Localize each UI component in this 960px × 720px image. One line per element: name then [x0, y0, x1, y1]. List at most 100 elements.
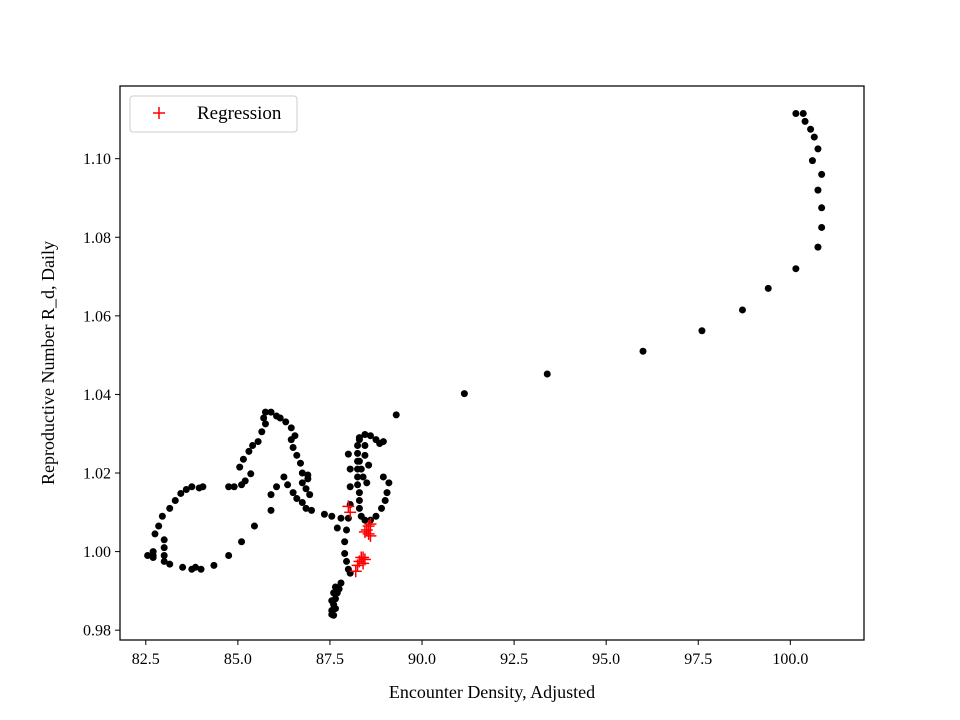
- data-point: [814, 186, 822, 194]
- data-point: [355, 489, 363, 497]
- legend-box: [129, 95, 298, 133]
- data-point: [247, 470, 255, 478]
- data-point: [330, 589, 338, 597]
- y-tick-label: 1.06: [83, 308, 111, 325]
- x-tick-label: 95.0: [592, 651, 620, 668]
- data-point: [261, 408, 269, 416]
- regression-point: [344, 506, 357, 519]
- data-point: [361, 516, 369, 524]
- data-point: [302, 485, 310, 493]
- data-point: [239, 455, 247, 463]
- data-point: [293, 451, 301, 459]
- data-point: [308, 506, 316, 514]
- data-point: [381, 497, 389, 505]
- data-point: [254, 438, 262, 446]
- data-point: [188, 483, 196, 491]
- data-point: [160, 557, 168, 565]
- data-point: [331, 605, 339, 613]
- data-point: [808, 157, 816, 165]
- data-point: [379, 473, 387, 481]
- data-point: [354, 473, 362, 481]
- data-point: [355, 457, 363, 465]
- data-point: [282, 418, 290, 426]
- data-point: [306, 491, 314, 499]
- data-point: [383, 489, 391, 497]
- data-point: [149, 548, 157, 556]
- data-point: [814, 145, 822, 153]
- data-point: [179, 563, 187, 571]
- data-point: [177, 489, 185, 497]
- x-tick-label: 82.5: [132, 651, 160, 668]
- data-point: [249, 442, 257, 450]
- data-point: [276, 414, 284, 422]
- x-tick-label: 90.0: [408, 651, 436, 668]
- data-point: [302, 504, 310, 512]
- data-point: [328, 597, 336, 605]
- data-point: [158, 512, 166, 520]
- data-point: [818, 170, 826, 178]
- data-point: [199, 483, 207, 491]
- data-point: [260, 414, 268, 422]
- data-point: [346, 483, 354, 491]
- data-point: [296, 459, 304, 467]
- y-tick-label: 1.02: [83, 466, 111, 483]
- data-point: [337, 514, 345, 522]
- x-tick-label: 85.0: [224, 651, 252, 668]
- data-point: [799, 110, 807, 118]
- regression-point: [362, 527, 375, 540]
- data-point: [764, 284, 772, 292]
- data-point: [267, 506, 275, 514]
- legend: Regression: [129, 95, 298, 133]
- data-point: [354, 481, 362, 489]
- data-point: [328, 512, 336, 520]
- data-point: [818, 223, 826, 231]
- data-point: [261, 420, 269, 428]
- data-point: [344, 450, 352, 458]
- data-point: [267, 408, 275, 416]
- data-point: [293, 495, 301, 503]
- data-point: [166, 504, 174, 512]
- x-axis-label: Encounter Density, Adjusted: [389, 682, 595, 702]
- x-tick-label: 87.5: [316, 651, 344, 668]
- data-point: [366, 432, 374, 440]
- data-point: [355, 504, 363, 512]
- data-point: [807, 125, 815, 133]
- plot-area: [144, 110, 826, 619]
- data-point: [287, 436, 295, 444]
- data-point: [284, 481, 292, 489]
- data-point: [801, 117, 809, 125]
- regression-point: [349, 565, 362, 578]
- y-tick-label: 0.98: [83, 623, 111, 640]
- data-point: [361, 451, 369, 459]
- y-tick-label: 1.00: [83, 544, 111, 561]
- data-point: [372, 436, 380, 444]
- data-point: [357, 465, 365, 473]
- data-point: [155, 522, 163, 530]
- data-point: [304, 471, 312, 479]
- data-point: [245, 447, 253, 455]
- regression-point: [342, 500, 355, 513]
- data-point: [361, 431, 369, 439]
- data-point: [298, 498, 306, 506]
- y-tick-label: 1.08: [83, 230, 111, 247]
- data-point: [287, 424, 295, 432]
- data-point: [792, 110, 800, 118]
- data-point: [280, 473, 288, 481]
- data-point: [354, 449, 362, 457]
- data-point: [225, 552, 233, 560]
- x-tick-label: 100.0: [772, 651, 808, 668]
- regression-point: [351, 559, 364, 572]
- data-point: [343, 557, 351, 565]
- data-point: [792, 265, 800, 273]
- data-point: [460, 390, 468, 398]
- data-point: [188, 565, 196, 573]
- data-point: [392, 411, 400, 419]
- data-point: [298, 469, 306, 477]
- data-point: [210, 561, 218, 569]
- legend-label: Regression: [197, 103, 282, 124]
- data-point: [341, 538, 349, 546]
- y-axis-label: Reproductive Number R_d, Daily: [38, 241, 58, 485]
- data-point: [738, 306, 746, 314]
- data-point: [258, 428, 266, 436]
